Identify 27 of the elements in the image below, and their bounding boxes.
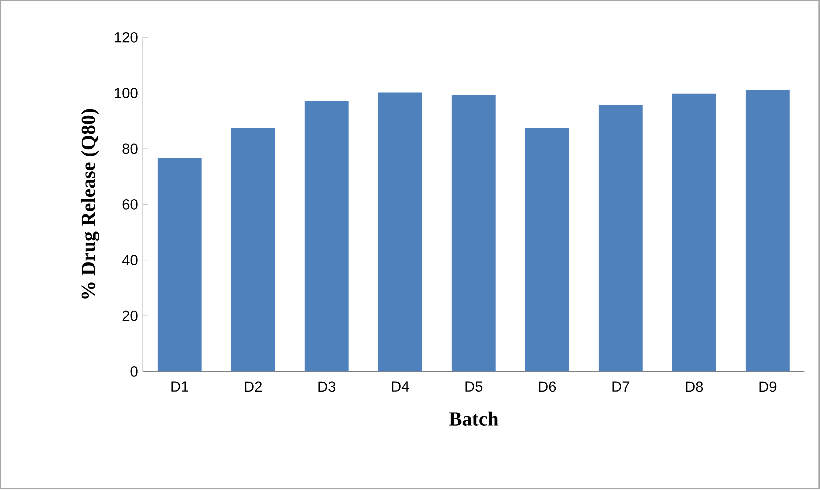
y-tick-label: 0 bbox=[130, 366, 138, 378]
x-tick-label: D5 bbox=[466, 382, 483, 392]
bar bbox=[452, 95, 496, 372]
x-tick-label: D6 bbox=[539, 382, 556, 392]
bar bbox=[525, 128, 570, 372]
bar bbox=[158, 158, 202, 372]
x-tick-label: D4 bbox=[392, 382, 410, 392]
x-tick-label: D8 bbox=[686, 382, 704, 392]
y-tick-label: 120 bbox=[115, 32, 138, 44]
y-tick-label: 80 bbox=[122, 144, 138, 154]
x-tick-label: D9 bbox=[760, 382, 777, 392]
bar bbox=[231, 128, 276, 372]
bar bbox=[598, 106, 643, 372]
y-axis-title: % Drug Release (Q80) bbox=[81, 110, 100, 300]
x-tick-label: D3 bbox=[318, 382, 336, 392]
x-tick-label: D2 bbox=[245, 382, 262, 392]
y-tick-label: 60 bbox=[122, 200, 138, 210]
x-tick-label: D7 bbox=[612, 382, 630, 392]
x-axis-title: Batch bbox=[449, 412, 499, 426]
y-tick-label: 40 bbox=[122, 255, 138, 266]
x-tick-label: D1 bbox=[172, 382, 189, 392]
bar bbox=[672, 94, 716, 372]
bar bbox=[378, 92, 422, 372]
y-tick-label: 20 bbox=[122, 311, 138, 322]
bar bbox=[304, 101, 349, 372]
bar bbox=[746, 90, 790, 372]
y-tick-label: 100 bbox=[115, 88, 138, 99]
